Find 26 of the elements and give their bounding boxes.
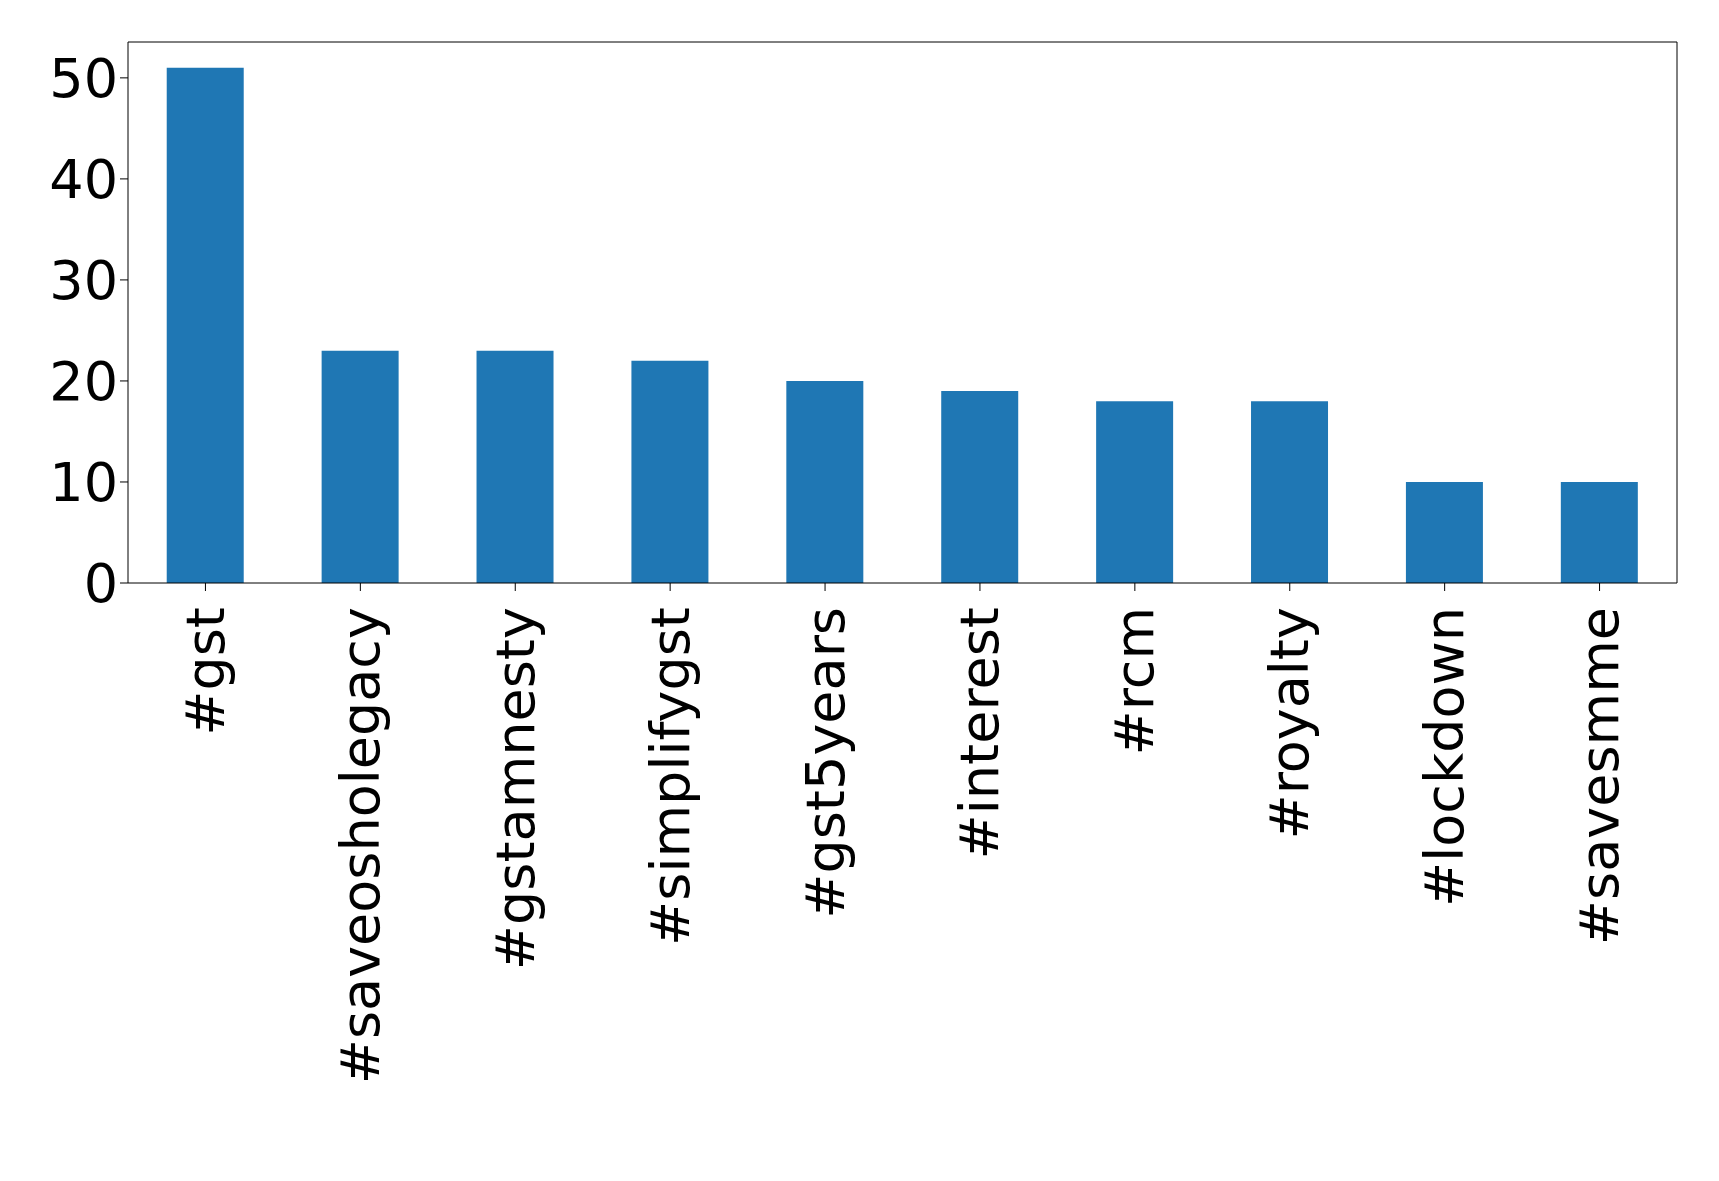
x-tick-label: #rcm (1103, 607, 1167, 756)
y-tick-label: 50 (49, 47, 118, 111)
bar (476, 350, 554, 583)
x-tick-label: #simplifygst (638, 607, 702, 946)
x-tick-label: #savesmme (1568, 607, 1632, 946)
y-tick-label: 40 (49, 148, 118, 212)
x-tick-label: #saveosholegacy (328, 607, 392, 1085)
x-tick-label: #gstamnesty (483, 607, 547, 971)
y-tick-label: 30 (49, 249, 118, 313)
bar (166, 67, 244, 583)
x-tick-label: #lockdown (1413, 607, 1477, 907)
y-tick-label: 0 (83, 552, 118, 616)
bar (786, 380, 864, 583)
bar (941, 391, 1019, 583)
x-tick-label: #interest (948, 607, 1012, 860)
x-tick-label: #gst5years (793, 607, 857, 919)
bar (1405, 481, 1483, 583)
bar (1251, 401, 1329, 583)
bar (321, 350, 399, 583)
bar (1560, 481, 1638, 583)
y-tick-label: 10 (49, 451, 118, 515)
bar (1096, 401, 1174, 583)
x-tick-label: #gst (173, 607, 237, 736)
y-tick-label: 20 (49, 350, 118, 414)
bar (631, 360, 709, 583)
x-tick-label: #royalty (1258, 607, 1322, 840)
